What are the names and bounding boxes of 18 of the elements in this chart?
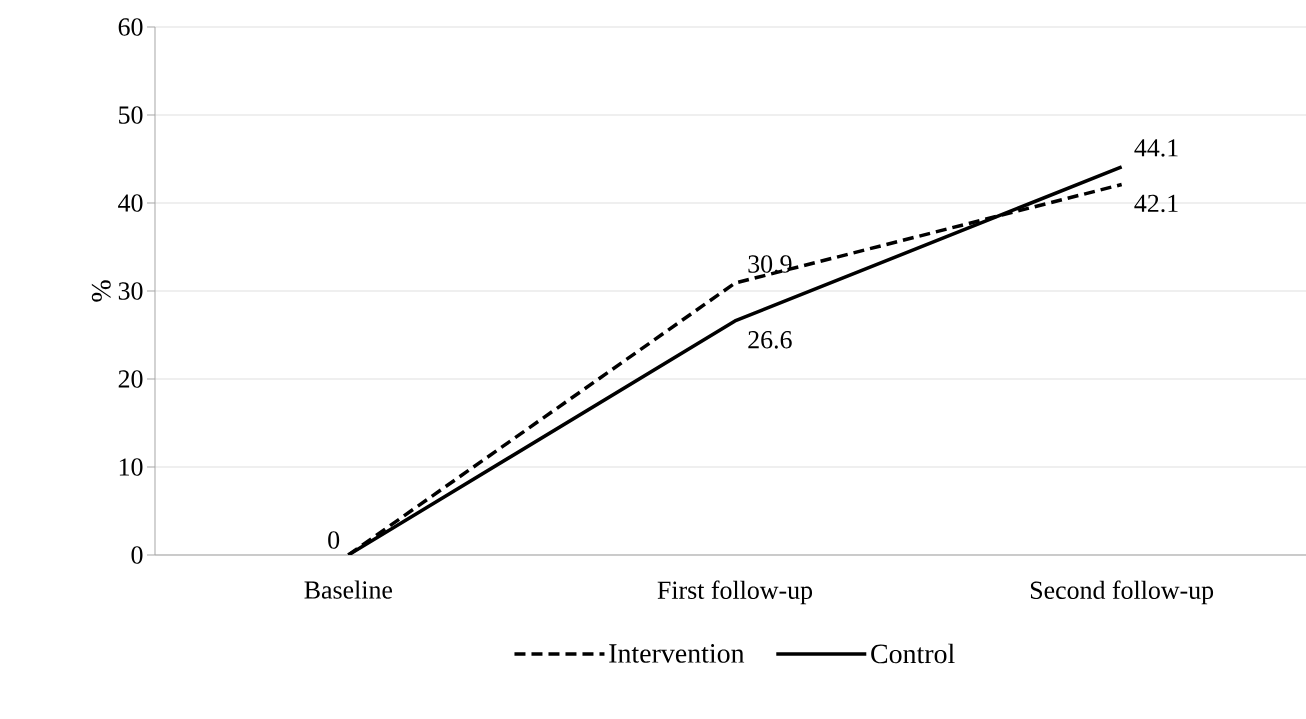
- data-label: 44.1: [1134, 139, 1178, 157]
- y-tick-label: 60: [118, 18, 143, 36]
- y-tick-label: 0: [131, 546, 143, 564]
- y-tick-label: 10: [119, 458, 143, 476]
- y-tick-label: 40: [118, 194, 143, 212]
- x-tick-label: First follow-up: [657, 580, 813, 605]
- x-tick-label: Baseline: [304, 580, 393, 599]
- x-tick-label: Second follow-up: [1030, 580, 1214, 605]
- y-tick-label: 20: [118, 370, 143, 388]
- y-tick-label: 30: [118, 282, 143, 300]
- data-label: 26.6: [748, 331, 792, 349]
- data-label: 0: [328, 531, 340, 549]
- y-axis-title: %: [91, 280, 111, 302]
- data-label: 42.1: [1134, 194, 1178, 213]
- legend-label: Control: [871, 643, 955, 664]
- data-label: 30.9: [748, 255, 792, 273]
- legend-label: Intervention: [609, 644, 745, 663]
- y-tick-label: 50: [119, 106, 143, 124]
